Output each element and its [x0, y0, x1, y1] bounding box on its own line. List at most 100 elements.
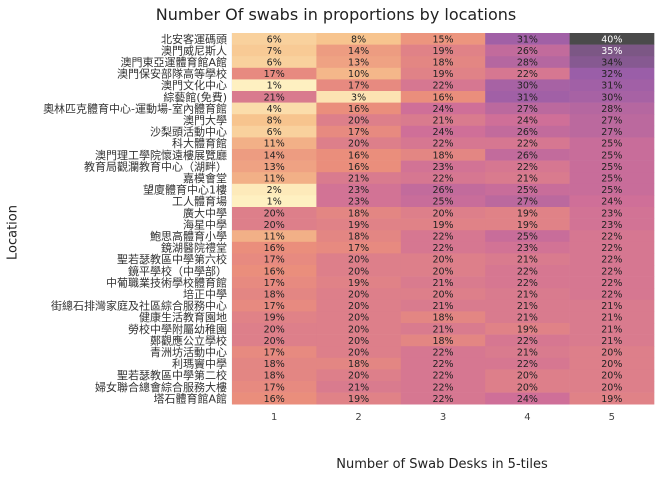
cell-value-label: 22% [601, 243, 622, 254]
cell-value-label: 25% [601, 185, 622, 196]
cell-value-label: 26% [517, 46, 538, 57]
y-tick-label: 科大體育館 [172, 136, 227, 150]
cell-value-label: 21% [601, 313, 622, 324]
cell-value-label: 34% [601, 58, 622, 69]
cell-value-label: 19% [348, 394, 369, 405]
cell-value-label: 24% [432, 127, 453, 138]
heatmap-cell [232, 67, 317, 80]
cell-value-label: 22% [432, 174, 453, 185]
heatmap-cell [400, 67, 486, 80]
heatmap-cell [400, 149, 486, 161]
heatmap-cell [316, 137, 402, 150]
heatmap-cell [485, 172, 570, 185]
heatmap-cell [569, 381, 655, 393]
cell-value-label: 19% [348, 220, 369, 231]
cell-value-label: 18% [264, 359, 285, 370]
heatmap-cell [485, 276, 570, 289]
heatmap-cell [400, 381, 486, 393]
y-tick-label: 教育局觀瀾教育中心（湖畔） [84, 159, 227, 173]
heatmap-cell [569, 218, 655, 231]
cell-value-label: 22% [517, 266, 538, 277]
heatmap-cell [400, 56, 486, 69]
cell-value-label: 14% [264, 150, 285, 161]
cell-value-label: 20% [348, 348, 369, 359]
cell-value-label: 20% [264, 336, 285, 347]
heatmap-cell [232, 241, 317, 254]
heatmap-cell [316, 195, 402, 208]
cell-value-label: 35% [601, 46, 622, 57]
heatmap-cell [232, 91, 317, 103]
x-tick-label: 5 [609, 412, 615, 423]
heatmap-cell [232, 44, 317, 57]
heatmap-cell [232, 183, 317, 196]
cell-value-label: 17% [264, 382, 285, 393]
heatmap-cell [316, 56, 402, 69]
cell-value-label: 20% [348, 116, 369, 127]
heatmap-cell [232, 114, 317, 127]
heatmap-cell [400, 392, 486, 405]
heatmap-cell [569, 207, 655, 219]
cell-value-label: 22% [432, 232, 453, 243]
y-tick-label: 聖若瑟教區中學第二校 [117, 368, 227, 382]
cell-value-label: 28% [601, 104, 622, 115]
chart-title: Number Of swabs in proportions by locati… [155, 5, 517, 24]
heatmap-cell [232, 230, 317, 243]
heatmap-cell [316, 311, 402, 324]
heatmap-cell [485, 44, 570, 57]
cell-value-label: 23% [432, 162, 453, 173]
heatmap-cell [400, 207, 486, 219]
y-tick-label: 奧林匹克體育中心-運動場-室內體育館 [43, 101, 227, 115]
heatmap-cell [400, 369, 486, 382]
cell-value-label: 22% [517, 278, 538, 289]
x-tick-label: 3 [440, 412, 446, 423]
cell-value-label: 16% [264, 243, 285, 254]
heatmap-cell [485, 67, 570, 80]
y-tick-label: 澳門理工學院懷遠樓展覽廳 [95, 148, 227, 162]
heatmap-cell [569, 172, 655, 185]
cell-value-label: 21% [517, 174, 538, 185]
heatmap-cell [316, 334, 402, 347]
heatmap-cell [232, 125, 317, 138]
heatmap-cell [485, 56, 570, 69]
cell-value-label: 21% [264, 92, 285, 103]
heatmap-cell [316, 67, 402, 80]
heatmap-cell [569, 392, 655, 405]
y-tick-label: 北安客運碼頭 [161, 32, 227, 46]
heatmap-cell [569, 137, 655, 150]
cell-value-label: 19% [517, 208, 538, 219]
heatmap-cell [485, 149, 570, 161]
cell-value-label: 23% [601, 208, 622, 219]
heatmap-cell [485, 346, 570, 359]
heatmap-cell [569, 369, 655, 382]
heatmap-cell [316, 357, 402, 370]
cell-value-label: 27% [517, 197, 538, 208]
cell-value-label: 20% [348, 266, 369, 277]
cell-value-label: 13% [348, 58, 369, 69]
heatmap-cells: 6% 8% 15% 31% 40%7% 14% 19% 26% 35%6% 13% 18% 28% 34… [232, 33, 655, 405]
heatmap-cell [400, 241, 486, 254]
heatmap-cell [316, 346, 402, 359]
cell-value-label: 22% [517, 69, 538, 80]
cell-value-label: 11% [264, 139, 285, 150]
cell-value-label: 3% [351, 92, 366, 103]
cell-value-label: 17% [264, 348, 285, 359]
heatmap-cell [400, 160, 486, 173]
heatmap-cell [316, 381, 402, 393]
heatmap-cell [400, 357, 486, 370]
cell-value-label: 28% [517, 58, 538, 69]
cell-value-label: 19% [517, 220, 538, 231]
cell-value-label: 21% [601, 336, 622, 347]
cell-value-label: 26% [517, 127, 538, 138]
x-tick-labels: 1 2 3 4 5 [271, 412, 615, 423]
cell-value-label: 16% [264, 394, 285, 405]
heatmap-cell [232, 276, 317, 289]
x-tick-label: 1 [271, 412, 277, 423]
heatmap-cell [485, 381, 570, 393]
heatmap-cell [316, 230, 402, 243]
heatmap-cell [316, 323, 402, 335]
heatmap-cell [232, 288, 317, 301]
cell-value-label: 17% [264, 301, 285, 312]
y-tick-label: 培正中學 [183, 287, 227, 301]
